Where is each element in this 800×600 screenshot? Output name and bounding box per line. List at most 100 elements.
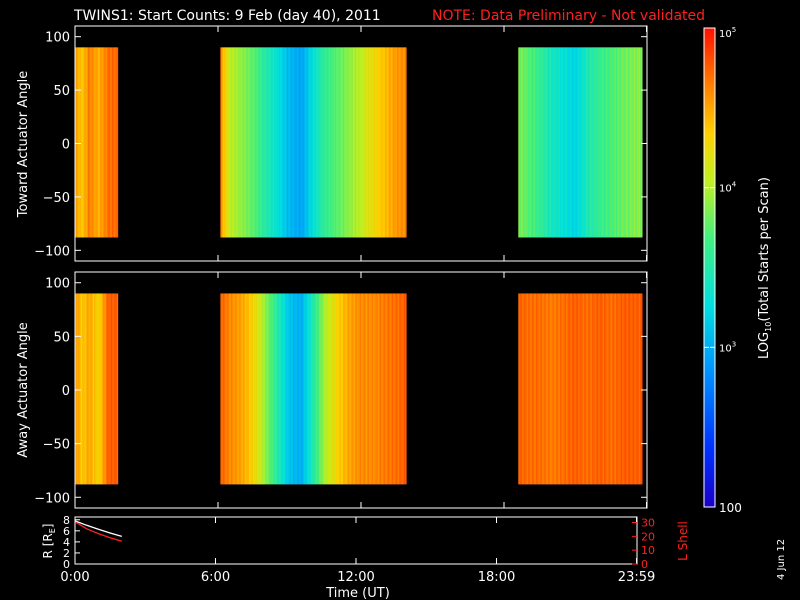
- heatmap-cell: [610, 293, 612, 485]
- heatmap-cell: [405, 293, 407, 485]
- y-tick-label: 0: [62, 384, 70, 399]
- heatmap-cell: [625, 47, 628, 238]
- heatmap-cell: [550, 293, 552, 485]
- heatmap-cell: [375, 293, 377, 485]
- heatmap-cell: [526, 47, 529, 238]
- heatmap-cell: [586, 293, 588, 485]
- panel-1-ylabel: Toward Actuator Angle: [16, 71, 31, 218]
- heatmap-cell: [520, 293, 523, 485]
- heatmap-cell: [386, 293, 388, 485]
- heatmap-cell: [549, 293, 551, 485]
- heatmap-cell: [108, 47, 110, 238]
- y-tick-label: 50: [53, 84, 70, 99]
- heatmap-cell: [568, 47, 570, 238]
- heatmap-cell: [577, 47, 580, 238]
- heatmap-cell: [629, 47, 631, 238]
- heatmap-cell: [543, 47, 545, 238]
- heatmap-cell: [76, 47, 78, 238]
- heatmap-cell: [636, 47, 638, 238]
- heatmap-cell: [90, 47, 92, 238]
- heatmap-cell: [257, 293, 259, 485]
- heatmap-cell: [222, 293, 225, 485]
- heatmap-cell: [256, 47, 258, 238]
- heatmap-cell: [587, 293, 589, 485]
- heatmap-cell: [362, 293, 364, 485]
- heatmap-cell: [109, 47, 112, 238]
- heatmap-cell: [402, 293, 405, 485]
- heatmap-cell: [519, 47, 521, 238]
- heatmap-cell: [529, 47, 531, 238]
- heatmap-cell: [90, 293, 92, 485]
- heatmap-cell: [290, 47, 293, 238]
- heatmap-cell: [635, 47, 637, 238]
- heatmap-cell: [588, 293, 591, 485]
- heatmap-cell: [521, 293, 524, 485]
- heatmap-cell: [613, 47, 616, 238]
- heatmap-cell: [533, 293, 536, 485]
- heatmap-cell: [639, 47, 642, 238]
- heatmap-cell: [313, 293, 315, 485]
- heatmap-cell: [356, 47, 358, 238]
- heatmap-cell: [227, 47, 230, 238]
- y2-tick-label: 30: [641, 517, 655, 530]
- heatmap-cell: [245, 293, 247, 485]
- heatmap-cell: [326, 293, 328, 485]
- heatmap-cell: [295, 293, 297, 485]
- heatmap-cell: [95, 293, 97, 485]
- heatmap-cell: [295, 47, 297, 238]
- heatmap-cell: [632, 47, 635, 238]
- heatmap-cell: [599, 47, 601, 238]
- heatmap-cell: [550, 47, 552, 238]
- colorbar-label-sub: 10: [764, 322, 773, 332]
- heatmap-cell: [289, 293, 291, 485]
- heatmap-cell: [612, 47, 614, 238]
- heatmap-cell: [521, 47, 524, 238]
- heatmap-cell: [393, 293, 395, 485]
- heatmap-cell: [602, 293, 605, 485]
- heatmap-cell: [272, 47, 275, 238]
- heatmap-cell: [237, 47, 239, 238]
- heatmap-cell: [400, 47, 402, 238]
- heatmap-cell: [277, 47, 280, 238]
- heatmap-cell: [546, 293, 549, 485]
- heatmap-cell: [551, 47, 554, 238]
- heatmap-cell: [235, 293, 238, 485]
- heatmap-cell: [523, 47, 525, 238]
- heatmap-cell: [306, 293, 308, 485]
- heatmap-cell: [351, 47, 353, 238]
- heatmap-cell: [262, 47, 264, 238]
- heatmap-cell: [563, 293, 566, 485]
- heatmap-cell: [623, 293, 625, 485]
- heatmap-cell: [546, 47, 549, 238]
- heatmap-cell: [263, 293, 265, 485]
- heatmap-cell: [283, 47, 286, 238]
- panel-2-ticks: 100 50 0 −50 −100: [34, 272, 648, 508]
- colorbar-tick-label: 105: [719, 26, 736, 40]
- heatmap-cell: [266, 293, 269, 485]
- heatmap-cell: [567, 47, 569, 238]
- heatmap-cell: [227, 293, 230, 485]
- heatmap-cell: [568, 293, 570, 485]
- y-tick-label: 6: [63, 525, 70, 538]
- heatmap-cell: [257, 47, 259, 238]
- heatmap-cell: [285, 47, 288, 238]
- heatmap-cell: [571, 293, 574, 485]
- heatmap-cell: [234, 293, 237, 485]
- heatmap-cell: [624, 47, 626, 238]
- heatmap-cell: [383, 47, 386, 238]
- heatmap-cell: [554, 47, 556, 238]
- heatmap-cell: [555, 293, 557, 485]
- heatmap-cell: [98, 47, 101, 238]
- heatmap-cell: [225, 47, 227, 238]
- heatmap-cell: [580, 293, 582, 485]
- heatmap-cell: [595, 293, 598, 485]
- heatmap-cell: [243, 293, 245, 485]
- heatmap-cell: [552, 293, 555, 485]
- heatmap-cell: [314, 47, 317, 238]
- heatmap-cell: [322, 293, 325, 485]
- heatmap-cell: [581, 47, 583, 238]
- panel-away-actuator: 100 50 0 −50 −100 Away Actuator Angle: [16, 271, 648, 509]
- heatmap-cell: [606, 293, 608, 485]
- heatmap-cell: [390, 293, 393, 485]
- heatmap-cell: [83, 293, 85, 485]
